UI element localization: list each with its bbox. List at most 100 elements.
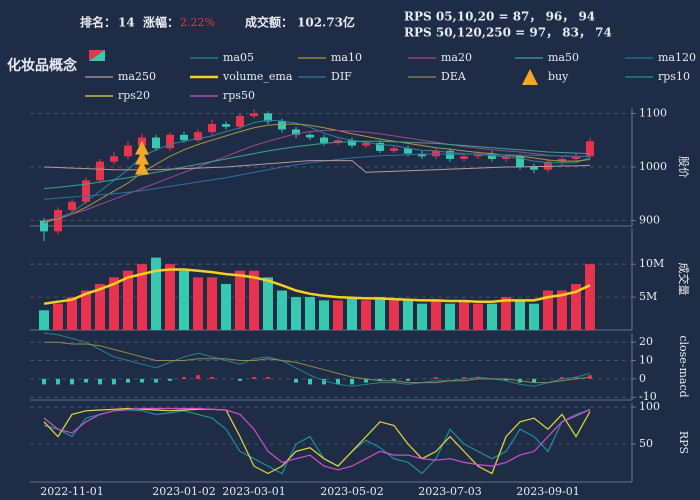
series-line [43,119,591,224]
series-line [43,160,591,173]
macd-bar [182,377,186,379]
macd-bar [126,378,130,383]
y-tick-label: 1000 [639,160,667,173]
candle-body [320,137,328,143]
volume-bar [67,297,77,330]
candle-body [194,132,202,141]
candle-body [180,134,188,141]
candle-body [446,150,454,159]
macd-bar [42,378,46,385]
macd-bar [350,378,354,385]
candle-body [250,113,258,117]
macd-bar [56,378,60,385]
legend-label: rps20 [118,89,150,102]
volume-bar [487,303,497,330]
change-label: 涨幅： [143,15,179,30]
x-tick-label: 2023-05-02 [320,485,383,498]
candle-body [558,158,566,162]
y-tick-label: 900 [639,214,660,227]
volume-bar [347,297,357,330]
y-tick-label: 100 [639,400,660,413]
volume-bar [249,270,259,330]
legend-label: ma10 [331,51,362,64]
volume-bar [109,277,119,330]
volume-bar [165,264,175,330]
macd-bar [266,377,270,379]
volume-bar [137,264,147,330]
macd-bar [560,377,564,379]
candle-body [586,141,594,157]
volume-bar [389,300,399,330]
legend-label: volume_ema [222,70,293,83]
macd-bar [140,378,144,383]
volume-bar [151,257,161,330]
candle-body [460,156,468,159]
macd-bar [252,377,256,379]
y-tick-label: 10 [639,354,653,367]
macd-bar [476,377,480,379]
macd-bar [294,378,298,383]
candle-body [306,134,314,138]
volume-bar [291,297,301,330]
candle-body [124,145,132,157]
volume-bar [277,290,287,330]
candle-body [292,129,300,135]
macd-bar [392,378,396,381]
candle-body [82,180,90,202]
macd-bar [462,377,466,379]
volume-bar [263,277,273,330]
x-tick-label: 2022-11-01 [40,485,103,498]
macd-bar [210,377,214,379]
candle-body [376,142,384,151]
volume-bar [571,283,581,330]
candle-body [516,156,524,167]
candle-body [222,124,230,127]
candle-body [334,140,342,143]
series-line [43,268,591,305]
macd-bar [84,378,88,383]
legend-label: rps50 [223,89,255,102]
legend-label: ma05 [223,51,254,64]
legend-label: ma120 [658,51,696,64]
macd-bar [532,378,536,383]
x-tick-label: 2023-09-01 [516,485,579,498]
x-tick-label: 2023-01-02 [152,485,215,498]
y-tick-label: 1100 [639,106,667,119]
candle-body [432,150,440,157]
candle-body [40,220,48,232]
legend-marker [522,69,538,85]
macd-bar [322,378,326,385]
series-line [43,407,591,471]
candle-body [166,134,174,149]
y-tick-label: 20 [639,335,653,348]
x-tick-label: 2023-03-01 [222,485,285,498]
legend-label: ma50 [548,51,579,64]
volume-bar [585,264,595,330]
candle-body [96,161,104,181]
volume-bar [501,297,511,330]
candle-body [390,148,398,151]
rps-short: RPS 05,10,20 = 87， 96， 94 [404,10,595,24]
volume-bar [221,283,231,330]
candle-body [488,153,496,159]
candle-body [418,153,426,157]
volume-bar [473,303,483,330]
volume-bar [53,303,63,330]
candle-body [278,121,286,130]
macd-bar [308,378,312,385]
macd-bar [112,378,116,385]
volume-bar [193,277,203,330]
candle-body [236,116,244,127]
legend-label: DIF [331,70,352,83]
volume-bar [319,300,329,330]
y-tick-label: 5M [639,290,657,303]
macd-bar [154,378,158,383]
volume-bar [207,277,217,330]
volume-bar [375,297,385,330]
volume-bar [445,303,455,330]
series-line [44,341,591,384]
x-tick-label: 2023-07-03 [418,485,481,498]
macd-bar [98,378,102,385]
candle-body [264,113,272,122]
candle-body [208,124,216,133]
